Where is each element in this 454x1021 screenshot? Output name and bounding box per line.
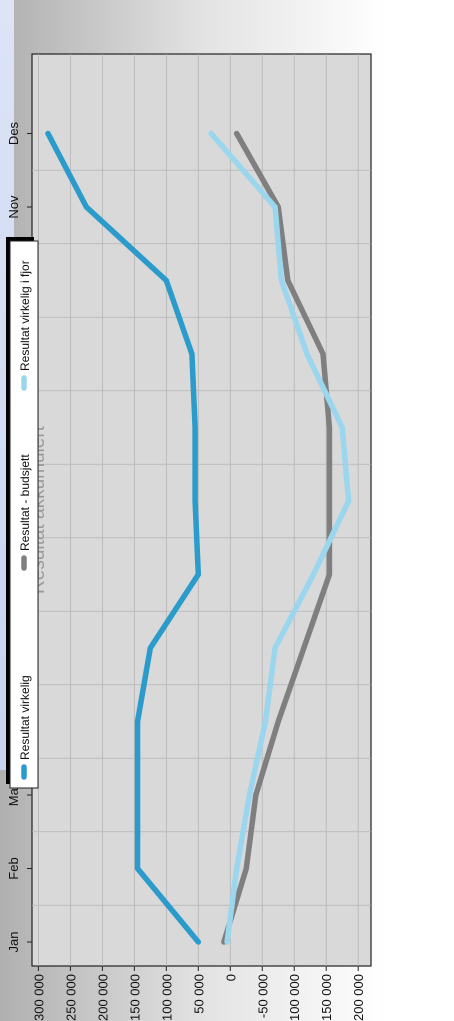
y-tick-label: -150 000 <box>319 974 334 1021</box>
y-tick-label: -50 000 <box>255 974 270 1018</box>
y-tick-label: 200 000 <box>95 974 110 1021</box>
legend-label: Resultat virkelig i fjor <box>18 260 32 371</box>
y-axis: -200 000 -150 000 -100 000 -50 000 0 50 000 10… <box>31 966 366 1021</box>
x-tick-label: Des <box>6 121 21 145</box>
legend-label: Resultat - budsjett <box>18 454 32 551</box>
legend: Resultat virkelig Resultat - budsjett Resu… <box>6 237 38 788</box>
y-tick-label: 0 <box>223 974 238 981</box>
y-tick-label: 100 000 <box>159 974 174 1021</box>
y-tick-label: 150 000 <box>127 974 142 1021</box>
y-tick-label: -100 000 <box>287 974 302 1021</box>
legend-label: Resultat virkelig <box>18 675 32 760</box>
plot-area <box>32 54 371 966</box>
x-tick-label: Nov <box>6 195 21 219</box>
y-tick-label: 300 000 <box>31 974 46 1021</box>
x-tick-label: Feb <box>6 857 21 879</box>
y-tick-label: 50 000 <box>191 974 206 1014</box>
y-tick-label: -200 000 <box>351 974 366 1021</box>
y-tick-label: 250 000 <box>63 974 78 1021</box>
x-tick-label: Jan <box>6 932 21 953</box>
